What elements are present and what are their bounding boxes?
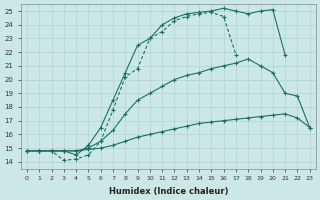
X-axis label: Humidex (Indice chaleur): Humidex (Indice chaleur) [108, 187, 228, 196]
